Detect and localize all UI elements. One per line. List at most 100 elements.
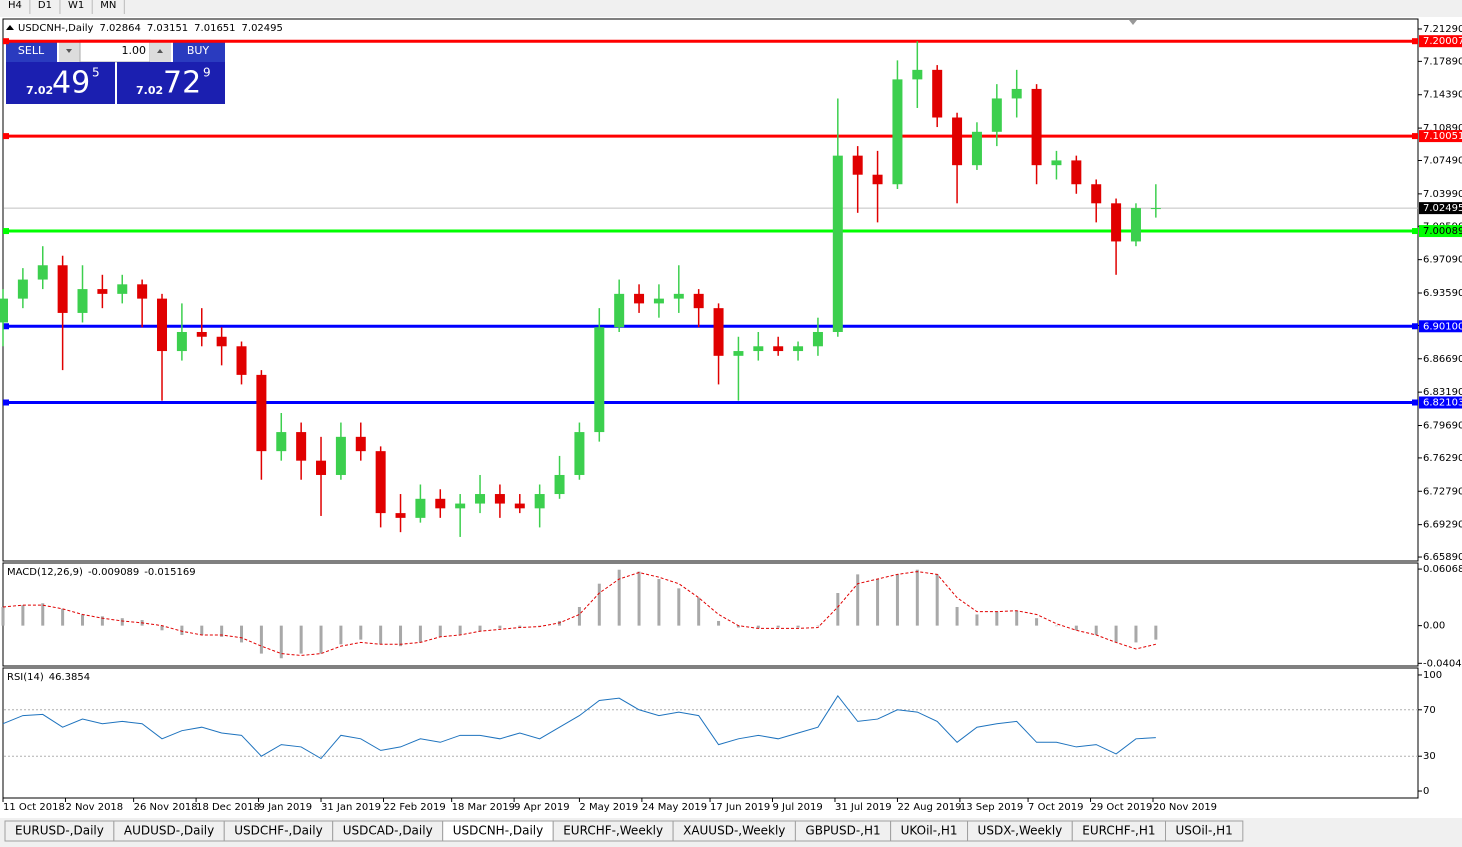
candle-body xyxy=(1150,208,1161,210)
candle-body xyxy=(1091,184,1102,204)
level-label-bg xyxy=(1419,320,1462,333)
candle-body xyxy=(17,279,28,299)
candle-body xyxy=(117,284,128,294)
candle-body xyxy=(296,432,307,461)
candle-body xyxy=(753,346,764,352)
x-tick-label: 2 May 2019 xyxy=(579,802,638,813)
candle-body xyxy=(494,494,505,504)
timeframe-button[interactable]: D1 xyxy=(38,0,52,11)
buy-button[interactable] xyxy=(173,40,225,62)
candle-body xyxy=(0,298,8,323)
up-arrow xyxy=(157,49,163,53)
candle-body xyxy=(475,494,486,504)
trade-panel: SELL BUY 1.00 7.02 49 5 7.02 72 9 xyxy=(6,39,225,104)
candle-body xyxy=(812,331,823,347)
macd-bar xyxy=(1015,610,1019,626)
level-anchor xyxy=(3,323,9,330)
candle-body xyxy=(773,346,784,352)
bid-box[interactable] xyxy=(6,62,115,104)
last-price-label-bg xyxy=(1419,202,1462,215)
timeframe-button[interactable]: MN xyxy=(100,0,116,11)
candle-body xyxy=(375,451,386,514)
level-anchor xyxy=(1412,133,1418,140)
candle-body xyxy=(1111,203,1122,242)
macd-bar xyxy=(1,606,5,626)
macd-bar xyxy=(717,620,721,626)
macd-bar xyxy=(697,597,701,626)
candle-body xyxy=(594,327,605,433)
level-label-bg xyxy=(1419,35,1462,48)
timeframe-button[interactable]: H4 xyxy=(8,0,22,11)
symbol-tab-label: EURCHF-,Weekly xyxy=(563,824,663,838)
macd-bar xyxy=(458,625,462,635)
candle-body xyxy=(1011,88,1022,99)
candle-body xyxy=(216,336,227,347)
sell-button[interactable] xyxy=(6,40,57,62)
macd-bar xyxy=(339,625,343,645)
x-tick-label: 18 Dec 2018 xyxy=(196,802,260,813)
y-tick-label: 0 xyxy=(1423,786,1429,797)
y-tick-label: 0.00 xyxy=(1423,621,1445,632)
x-tick-label: 13 Sep 2019 xyxy=(960,802,1023,813)
level-label-bg xyxy=(1419,225,1462,238)
y-tick-label: 100 xyxy=(1423,670,1442,681)
symbol-tab-label: USDCHF-,Daily xyxy=(234,824,322,838)
y-tick-label: 7.17890 xyxy=(1423,56,1462,67)
macd-bar xyxy=(120,618,124,626)
candle-body xyxy=(793,346,804,352)
symbol-tab[interactable] xyxy=(1165,820,1244,842)
macd-bar xyxy=(677,588,681,626)
x-tick-label: 29 Oct 2019 xyxy=(1091,802,1153,813)
candle-body xyxy=(157,298,168,352)
level-label: 6.90100 xyxy=(1423,321,1462,332)
candle-body xyxy=(554,474,565,495)
timeframe-button[interactable]: W1 xyxy=(68,0,84,11)
macd-bar xyxy=(637,571,641,626)
indicator-header: -0.009089 xyxy=(88,567,139,578)
macd-bar xyxy=(836,593,840,626)
signal-line xyxy=(2,571,1156,656)
candle-body xyxy=(335,436,346,475)
level-label-bg xyxy=(1419,396,1462,409)
symbol-tab-label: EURUSD-,Daily xyxy=(15,824,104,838)
indicator-header: 46.3854 xyxy=(49,672,90,683)
indicator-header: -0.015169 xyxy=(144,567,195,578)
candle-body xyxy=(912,69,923,80)
y-tick-label: 6.69290 xyxy=(1423,520,1462,531)
shift-marker xyxy=(1129,20,1137,25)
macd-bar xyxy=(816,625,820,627)
y-tick-label: 7.07490 xyxy=(1423,156,1462,167)
candle-body xyxy=(653,298,664,304)
level-anchor xyxy=(1412,228,1418,235)
candle-body xyxy=(176,331,187,352)
y-tick-label: 6.79690 xyxy=(1423,421,1462,432)
candle-body xyxy=(97,289,108,294)
last-price-label: 7.02495 xyxy=(1423,203,1462,214)
candle-body xyxy=(971,131,982,166)
candle-body xyxy=(733,351,744,356)
symbol-tab-label: USDCNH-,Daily xyxy=(453,824,544,838)
x-tick-label: 31 Jan 2019 xyxy=(321,802,381,813)
x-tick-label: 22 Feb 2019 xyxy=(383,802,445,813)
macd-bar xyxy=(359,625,363,640)
candle-body xyxy=(991,98,1002,132)
macd-bar xyxy=(299,625,303,654)
y-tick-label: 7.10890 xyxy=(1423,123,1462,134)
y-tick-label: 6.93590 xyxy=(1423,288,1462,299)
level-anchor xyxy=(1412,38,1418,45)
symbol-tab-label: AUDUSD-,Daily xyxy=(124,824,214,838)
ask-box[interactable] xyxy=(117,62,225,104)
level-anchor xyxy=(1412,323,1418,330)
macd-bar xyxy=(776,625,780,628)
candle-body xyxy=(1031,88,1042,166)
macd-bar xyxy=(975,614,979,626)
symbol-tab-label: USDX-,Weekly xyxy=(978,824,1063,838)
candle-body xyxy=(256,374,267,452)
macd-bar xyxy=(399,625,403,647)
candle-body xyxy=(1071,160,1082,185)
chart-header: USDCNH-,Daily xyxy=(18,23,94,34)
y-tick-label: 6.76290 xyxy=(1423,453,1462,464)
macd-bar xyxy=(955,606,959,626)
macd-bar xyxy=(935,574,939,626)
sell-label: SELL xyxy=(18,44,45,57)
